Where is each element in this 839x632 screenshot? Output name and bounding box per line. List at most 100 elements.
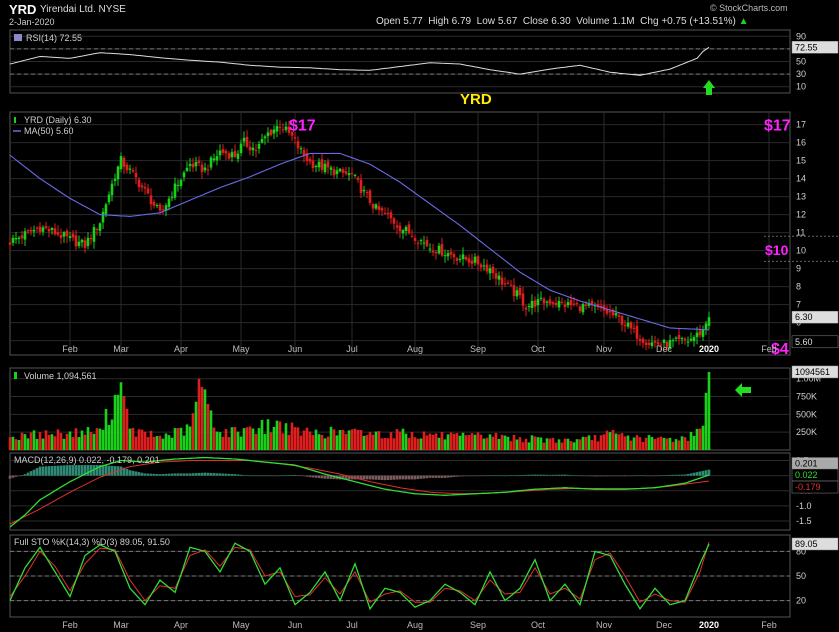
price-candle-body [416,242,420,244]
macd-histogram-bar [698,471,702,476]
price-candle-body [200,164,204,173]
price-candle-body [539,297,543,299]
macd-histogram-bar [506,475,510,477]
macd-histogram-bar [89,465,93,476]
right-annotation-10: $10 [765,242,789,258]
macd-histogram-bar [20,475,24,476]
volume-bar [266,419,270,450]
volume-bar [326,436,330,450]
macd-histogram-bar [83,465,87,476]
price-candle-body [689,338,693,341]
macd-histogram-bar [446,475,450,478]
volume-bar [524,438,528,450]
price-candle-body [230,152,234,158]
price-candle-body [293,137,297,139]
volume-bar [413,437,417,450]
volume-bar [200,386,204,450]
volume-bar [53,436,57,450]
macd-histogram-bar [425,475,429,479]
macd-histogram-bar [176,473,180,476]
volume-bar [269,432,273,450]
price-ma-badge [791,335,839,349]
price-candle-body [233,151,237,157]
volume-bar [119,382,123,450]
sto-month-label: Sep [470,620,486,630]
sto-month-label: Oct [531,620,546,630]
macd-histogram-bar [395,475,399,480]
macd-hist-badge-text: 0.201 [795,459,818,469]
price-candle-body [56,232,60,235]
volume-bar [419,438,423,450]
macd-histogram-bar [500,475,504,477]
price-candle-body [215,156,219,161]
volume-bar [218,432,222,450]
price-candle-body [419,240,423,242]
volume-bar [215,431,219,450]
volume-bar [506,436,510,450]
volume-bar [422,431,426,450]
volume-bar [398,431,402,450]
price-ma-badge-text: 5.60 [795,337,813,347]
price-candle-body [104,204,108,215]
volume-label: Volume [576,16,610,27]
macd-histogram-bar [224,473,228,476]
macd-histogram-bar [155,473,159,476]
yrd-annotation: YRD [460,91,492,108]
volume-bar [122,395,126,450]
macd-histogram-bar [311,475,315,478]
macd-histogram-bar [11,475,15,478]
price-candle-body [698,330,702,336]
price-candle-body [578,306,582,312]
ma-label: MA(50) 5.60 [24,126,74,136]
sto-month-label: Apr [174,620,188,630]
price-candle-body [179,179,183,187]
price-candle-body [551,302,555,304]
macd-histogram-bar [692,472,696,476]
price-candle-body [545,301,549,303]
volume-bar [431,434,435,450]
price-candle-body [389,212,393,219]
macd-histogram-bar [44,466,48,476]
price-candle-body [212,158,216,161]
macd-histogram-bar [656,475,660,477]
volume-bar [350,429,354,450]
volume-bar [281,433,285,450]
volume-bar [260,419,264,450]
macd-histogram-bar [701,470,705,476]
volume-bar [362,435,366,450]
macd-histogram-bar [485,475,489,477]
close-label: Close [522,16,549,27]
macd-histogram-bar [488,475,492,476]
macd-histogram-bar [77,465,81,476]
price-candle-body [542,298,546,304]
volume-bar [677,440,681,450]
sto-k-line [9,542,710,611]
volume-bar [206,403,210,450]
price-candle-body [449,251,453,255]
volume-bar [8,437,12,450]
volume-bar [551,437,555,450]
price-candle-body [314,165,318,167]
volume-bar [365,434,369,450]
volume-bar [527,442,531,450]
price-candle-body [641,338,645,344]
volume-bar [542,442,546,450]
volume-bar [386,438,390,450]
volume-bar [638,437,642,450]
volume-bar [509,441,513,450]
macd-histogram-bar [359,475,363,480]
price-candle-body [155,204,159,206]
macd-histogram-bar [659,475,663,477]
volume-bar [239,436,243,450]
macd-tick-label: -1.0 [796,501,812,511]
price-candle-body [455,258,459,261]
macd-histogram-bar [347,475,351,480]
price-candle-body [356,177,360,180]
price-candle-body [686,341,690,343]
volume-bar [143,431,147,450]
macd-histogram-bar [32,469,36,476]
macd-histogram-bar [14,475,18,477]
price-candle-body [269,129,273,136]
price-candle-body [575,302,579,304]
